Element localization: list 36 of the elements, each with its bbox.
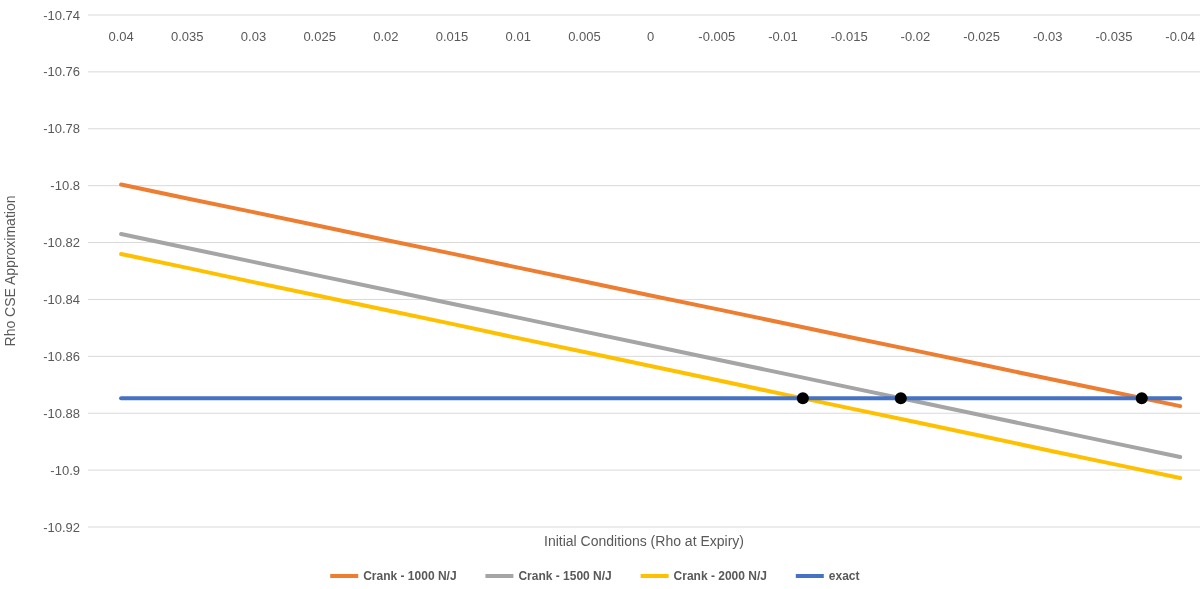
- y-tick-label: -10.76: [43, 64, 80, 80]
- x-tick-label: 0.025: [303, 29, 336, 44]
- x-tick-label: 0.015: [435, 29, 469, 44]
- x-tick-label: 0: [647, 29, 655, 44]
- legend-label: exact: [828, 569, 860, 583]
- y-tick-label: -10.9: [50, 462, 80, 478]
- x-tick-label: -0.04: [1165, 29, 1195, 44]
- x-tick-label: 0.02: [373, 29, 399, 44]
- x-tick-label: 0.005: [568, 29, 601, 44]
- x-tick-label: -0.01: [768, 29, 798, 44]
- x-tick-label: -0.03: [1032, 29, 1063, 44]
- y-axis-title: Rho CSE Approximation: [2, 195, 18, 347]
- x-tick-label: 0.01: [505, 29, 531, 44]
- y-tick-label: -10.78: [43, 121, 80, 137]
- x-tick-label: -0.02: [900, 29, 931, 44]
- y-tick-label: -10.88: [43, 405, 80, 421]
- y-tick-label: -10.84: [43, 291, 80, 307]
- y-tick-label: -10.8: [50, 178, 80, 194]
- x-tick-label: -0.015: [830, 29, 868, 44]
- x-axis-title: Initial Conditions (Rho at Expiry): [544, 533, 744, 549]
- y-tick-label: -10.92: [43, 519, 80, 535]
- x-tick-label: -0.025: [963, 29, 1001, 44]
- x-tick-label: -0.035: [1095, 29, 1133, 44]
- legend-label: Crank - 1000 N/J: [363, 569, 457, 583]
- line-series: [119, 232, 1183, 460]
- x-tick-label: 0.03: [240, 29, 267, 44]
- y-tick-label: -10.74: [43, 7, 80, 23]
- legend-label: Crank - 2000 N/J: [673, 569, 767, 583]
- y-tick-label: -10.82: [43, 235, 80, 251]
- x-tick-label: 0.04: [108, 29, 134, 44]
- y-tick-label: -10.86: [43, 348, 80, 364]
- line-series: [119, 182, 1183, 409]
- x-tick-label: 0.035: [171, 29, 204, 44]
- legend-label: Crank - 1500 N/J: [518, 569, 612, 583]
- line-series: [119, 251, 1183, 481]
- x-tick-label: -0.005: [698, 29, 736, 44]
